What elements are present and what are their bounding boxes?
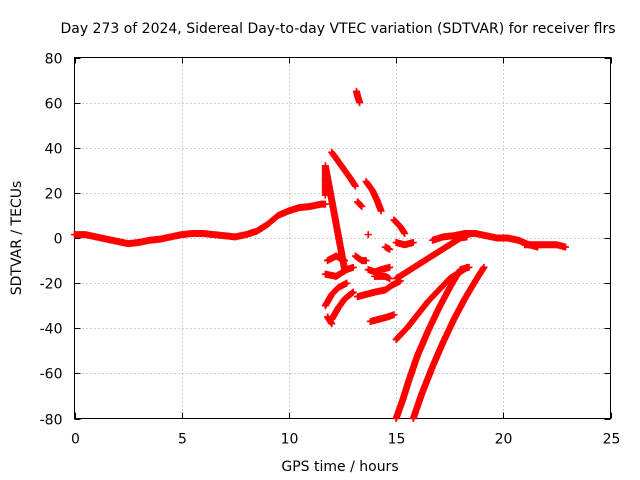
chart-title: Day 273 of 2024, Sidereal Day-to-day VTE… [60, 21, 615, 37]
series-16 [354, 277, 404, 301]
x-tick-labels: 0 5 10 15 20 25 [71, 432, 620, 448]
data-point [341, 257, 349, 265]
data-point [409, 239, 417, 247]
data-point [343, 279, 351, 287]
series-25 [521, 241, 569, 251]
data-point [386, 263, 394, 271]
data-point [561, 243, 569, 251]
data-point [401, 229, 409, 237]
y-tick-label: -80 [40, 413, 63, 429]
data-point [377, 207, 385, 215]
y-tick-label: -60 [40, 367, 63, 383]
data-point [356, 99, 364, 107]
data-point [386, 275, 394, 283]
data-point [358, 202, 366, 210]
y-tick-label: 80 [45, 52, 63, 68]
data-point [480, 263, 488, 271]
data-point [465, 263, 473, 271]
x-tick-label: 10 [281, 432, 299, 448]
series-24 [429, 229, 542, 251]
series-2 [328, 148, 359, 190]
x-tick-label: 5 [178, 432, 187, 448]
data-point [386, 245, 394, 253]
data-point [321, 200, 329, 208]
data-point [357, 202, 365, 210]
data-point [349, 263, 357, 271]
x-tick-label: 25 [603, 432, 621, 448]
series-14 [323, 313, 336, 328]
series-11 [321, 263, 357, 280]
data-point [348, 289, 356, 297]
data-point [328, 320, 336, 328]
series-18 [371, 272, 394, 283]
y-tick-label: 40 [45, 142, 63, 158]
data-point [362, 257, 370, 265]
x-axis-label: GPS time / hours [281, 459, 398, 475]
series-17 [364, 263, 394, 276]
series-8 [390, 216, 409, 237]
x-tick-label: 15 [388, 432, 406, 448]
y-axis-label: SDTVAR / TECUs [9, 181, 25, 296]
data-point [364, 231, 372, 239]
data-point [349, 288, 357, 296]
series-4 [354, 198, 366, 210]
series-15 [351, 252, 370, 265]
y-tick-label: -20 [40, 277, 63, 293]
series-9 [392, 239, 417, 249]
series-22 [392, 263, 473, 422]
data-series [71, 87, 569, 422]
y-tick-labels: -80 -60 -40 -20 0 20 40 60 80 [40, 52, 63, 429]
y-tick-label: 20 [45, 187, 63, 203]
series-7 [381, 243, 394, 253]
series-6 [364, 231, 372, 239]
data-point [390, 311, 398, 319]
series-23 [409, 263, 488, 422]
series-19 [366, 311, 398, 325]
x-tick-label: 0 [71, 432, 80, 448]
x-tick-label: 20 [495, 432, 513, 448]
data-point [351, 182, 359, 190]
y-tick-label: 0 [54, 232, 63, 248]
y-tick-label: -40 [40, 322, 63, 338]
series-3 [352, 87, 364, 107]
series-12 [321, 279, 351, 310]
series-5 [362, 178, 385, 215]
y-tick-label: 60 [45, 97, 63, 113]
series-10 [323, 252, 349, 265]
series-0 [71, 200, 329, 248]
series-13 [328, 288, 357, 323]
